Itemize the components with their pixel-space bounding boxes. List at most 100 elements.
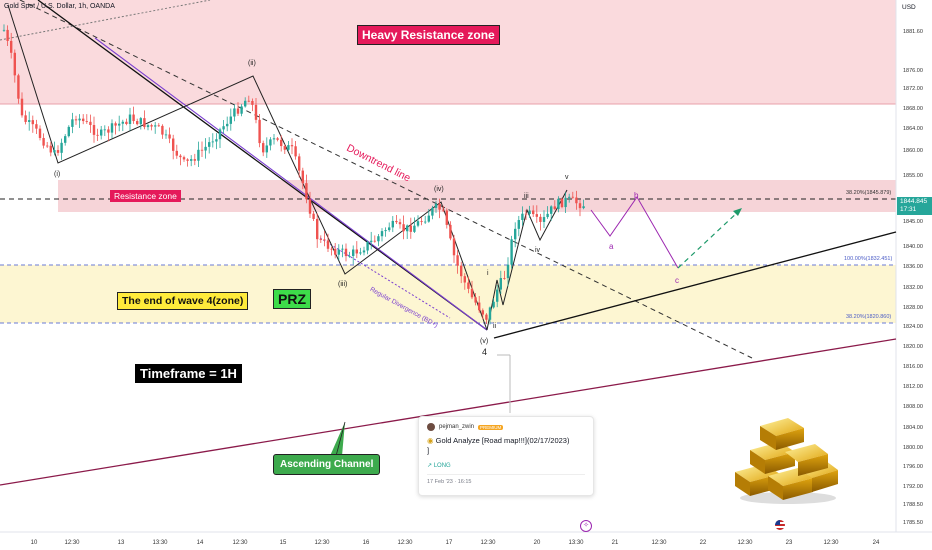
idea-card[interactable]: pejman_zwin PREMIUM ◉ Gold Analyze [Road…: [418, 416, 594, 496]
candle-body: [568, 196, 571, 198]
candle-body: [294, 146, 297, 157]
candle-body: [553, 206, 556, 209]
candle-body: [182, 157, 186, 160]
fib-label-100: 100.00%(1832.451): [844, 256, 893, 262]
candle-body: [92, 125, 96, 135]
author-name[interactable]: pejman_zwin: [439, 424, 475, 430]
candle-body: [571, 196, 574, 198]
candle-body: [136, 121, 139, 125]
ascending-channel-line[interactable]: [0, 338, 897, 486]
price-tick-label: 1812.00: [903, 384, 923, 390]
idea-title-text[interactable]: Gold Analyze [Road map!!!](02/17/2023): [435, 436, 570, 445]
candle-body: [424, 221, 427, 223]
candle-body: [557, 198, 560, 209]
wave-label-iv-minor: iv: [535, 247, 541, 254]
candle-body: [186, 159, 189, 161]
candle-body: [157, 125, 160, 127]
candle-body: [348, 255, 351, 257]
wave-label-v-major: (v): [480, 338, 489, 345]
price-tick-label: 1808.00: [903, 404, 923, 410]
time-scale[interactable]: 10 12:30 13 13:30 14 12:30 15 12:30 16 12:30 17 12:…: [31, 540, 880, 546]
candle-body: [121, 121, 124, 124]
candle-body: [532, 210, 535, 215]
candle-body: [503, 278, 506, 279]
candle-body: [431, 207, 434, 216]
prz-label: PRZ: [273, 289, 311, 309]
wave-label-c: c: [675, 276, 679, 285]
candle-body: [82, 118, 85, 122]
candle-body: [380, 231, 384, 237]
long-arrow-icon: ↗: [427, 463, 433, 469]
candle-body: [449, 224, 452, 239]
time-tick-label: 12:30: [737, 540, 753, 546]
idea-card-header: pejman_zwin PREMIUM: [427, 423, 585, 431]
wave-label-v-minor: v: [565, 174, 569, 181]
wave-label-b: b: [634, 191, 639, 200]
candle-body: [2, 29, 6, 31]
time-tick-label: 12:30: [314, 540, 330, 546]
time-tick-label: 12:30: [397, 540, 413, 546]
price-tick-label: 1855.00: [903, 173, 923, 179]
idea-tag-row: ↗ LONG: [427, 462, 585, 469]
candle-body: [420, 221, 423, 222]
candle-body: [416, 221, 420, 226]
candle-body: [35, 124, 38, 129]
sub-wave-path: [486, 189, 568, 331]
candle-body: [125, 121, 128, 125]
candle-body: [517, 220, 520, 229]
candle-body: [236, 108, 240, 114]
channel-upper-line[interactable]: [37, 0, 488, 331]
time-tick-label: 13:30: [568, 540, 584, 546]
time-tick-label: 15: [280, 540, 287, 546]
idea-title[interactable]: ◉ Gold Analyze [Road map!!!](02/17/2023): [427, 436, 585, 446]
candle-body: [352, 249, 355, 256]
candle-body: [528, 210, 531, 214]
candle-body: [366, 241, 369, 251]
ascending-channel-label: Ascending Channel: [273, 454, 381, 475]
candle-body: [103, 129, 106, 131]
candle-body: [258, 119, 261, 144]
time-tick-label: 12:30: [651, 540, 667, 546]
price-tick-label: 1872.00: [903, 86, 923, 92]
candle-body: [427, 215, 430, 222]
support-trendline[interactable]: [493, 231, 897, 339]
downtrend-line[interactable]: [19, 0, 753, 359]
candle-body: [67, 126, 70, 137]
lightning-icon[interactable]: ✧: [580, 520, 592, 532]
candle-body: [305, 183, 308, 200]
candle-body: [337, 249, 340, 255]
candle-body: [46, 145, 49, 147]
candle-body: [146, 125, 150, 128]
candle-body: [308, 199, 312, 214]
idea-title-end: ]: [427, 446, 430, 455]
price-scale[interactable]: 1881.60 1876.00 1872.00 1868.00 1864.00 1860.…: [903, 29, 923, 526]
candle-body: [398, 222, 402, 225]
us-flag-icon[interactable]: [775, 520, 785, 530]
candle-body: [463, 276, 466, 283]
candle-body: [445, 210, 448, 225]
time-tick-label: 17: [446, 540, 453, 546]
candle-body: [578, 203, 582, 209]
candle-body: [287, 145, 290, 150]
candle-body: [312, 213, 315, 219]
candle-body: [179, 155, 182, 158]
candle-body: [53, 150, 56, 153]
author-avatar[interactable]: [427, 423, 435, 431]
candle-body: [319, 239, 322, 240]
candle-body: [438, 203, 441, 210]
candle-body: [17, 75, 20, 99]
candle-body: [24, 115, 27, 122]
candle-body: [406, 225, 409, 232]
heavy-resistance-label: Heavy Resistance zone: [357, 25, 500, 45]
candle-body: [341, 248, 344, 250]
price-tick-label: 1824.00: [903, 324, 923, 330]
gold-bars-image: [735, 418, 838, 504]
candle-body: [96, 134, 99, 136]
price-tick-label: 1828.00: [903, 305, 923, 311]
candle-body: [542, 217, 546, 222]
candle-body: [355, 249, 358, 254]
candle-body: [481, 310, 484, 315]
candle-body: [114, 123, 117, 126]
